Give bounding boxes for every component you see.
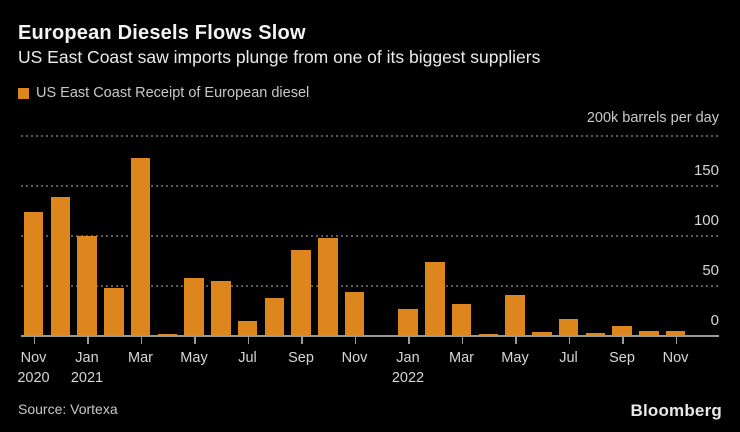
square-swatch-icon [18,87,29,99]
bar-nov-2022 [665,331,686,336]
x-axis-label-nov-0: Nov [20,350,47,366]
bar-aug-2021 [264,298,284,336]
bar-nov-2021 [344,292,365,336]
gridline-200 [21,135,719,137]
gridline-100 [21,235,719,237]
x-axis-label-jan-7: Jan [396,350,420,366]
x-axis-tick-4 [247,337,249,344]
bar-sep-2021 [291,250,311,336]
bar-mar-2021 [130,158,151,336]
bar-jun-2022 [532,332,552,336]
x-axis-tick-8 [461,337,463,344]
y-axis-label-100: 100 [693,212,719,229]
bar-mar-2022 [451,304,472,336]
gridline-150 [21,185,719,187]
x-axis-tick-9 [515,337,517,344]
gridline-50 [21,285,719,287]
y-axis-label-0: 0 [710,312,719,329]
bar-jul-2022 [558,319,579,336]
bar-feb-2021 [104,288,124,336]
bar-oct-2021 [318,238,338,336]
x-axis-tick-12 [675,337,677,344]
legend-label: US East Coast Receipt of European diesel [36,85,310,101]
x-axis-tick-10 [568,337,570,344]
x-axis-label-may-9: May [501,350,529,366]
x-axis-tick-5 [301,337,303,344]
x-axis-tick-2 [140,337,142,344]
bar-nov-2020 [23,212,44,336]
x-axis-label-jul-4: Jul [238,350,257,366]
x-axis-label-sep-5: Sep [288,350,314,366]
y-axis-unit-label: 200k barrels per day [586,110,719,126]
x-axis-tick-3 [194,337,196,344]
x-axis-tick-11 [622,337,624,344]
bar-oct-2022 [639,331,659,336]
y-axis-label-50: 50 [702,262,719,279]
bar-dec-2020 [50,197,70,336]
bloomberg-logo: Bloomberg [630,401,722,420]
x-axis-label-nov-12: Nov [662,350,689,366]
x-axis-label-mar-2: Mar [128,350,153,366]
x-axis-line [21,335,719,337]
bar-jan-2021 [77,236,97,336]
x-axis-label-jul-10: Jul [559,350,578,366]
x-axis-tick-0 [33,337,35,344]
x-axis-year-2021: 2021 [70,370,104,386]
x-axis-tick-1 [87,337,89,344]
x-axis-label-jan-1: Jan [75,350,99,366]
x-axis-label-sep-11: Sep [609,350,635,366]
x-axis-year-2020: 2020 [17,370,50,386]
x-axis-year-2022: 2022 [391,370,425,386]
bar-jan-2022 [398,309,418,336]
bar-sep-2022 [612,326,632,336]
bar-may-2022 [505,295,525,336]
x-axis-tick-7 [408,337,410,344]
chart-title: European Diesels Flows Slow [18,22,306,44]
legend: US East Coast Receipt of European diesel [18,85,309,101]
x-axis-label-mar-8: Mar [449,350,474,366]
bar-jun-2021 [211,281,231,336]
bar-may-2021 [184,278,204,336]
x-axis-label-may-3: May [180,350,208,366]
y-axis-label-150: 150 [693,162,719,179]
bar-jul-2021 [237,321,258,336]
source-credit: Source: Vortexa [18,401,118,417]
bar-feb-2022 [425,262,445,336]
x-axis-tick-6 [354,337,356,344]
bar-aug-2022 [585,333,605,336]
x-axis-label-nov-6: Nov [341,350,368,366]
chart-subtitle: US East Coast saw imports plunge from on… [18,47,541,67]
